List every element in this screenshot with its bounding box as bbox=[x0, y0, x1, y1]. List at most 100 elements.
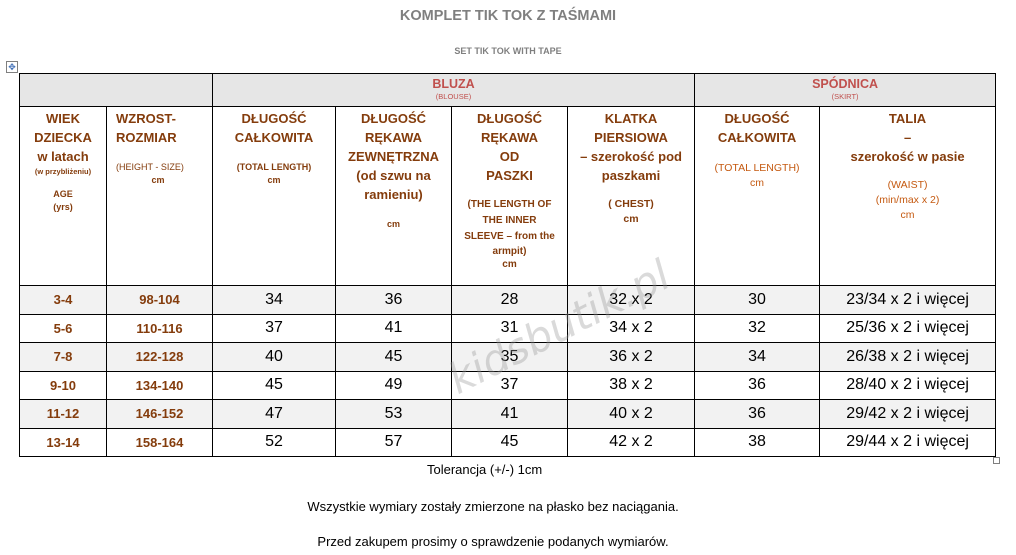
group-label: BLUZA bbox=[432, 77, 475, 91]
document-title: KOMPLET TIK TOK Z TAŚMAMI bbox=[399, 8, 617, 24]
header-text: CAŁKOWITA bbox=[234, 130, 314, 145]
table-cell: 11-12 bbox=[19, 399, 107, 429]
group-header-empty bbox=[19, 73, 213, 107]
tolerance-note: Tolerancja (+/-) 1cm bbox=[427, 462, 543, 477]
table-cell: 45 bbox=[451, 427, 568, 457]
table-cell: 38 x 2 bbox=[566, 370, 696, 400]
table-move-handle-icon[interactable]: ✥ bbox=[6, 61, 18, 73]
header-waist: TALIA – szerokość w pasie (WAIST) (min/m… bbox=[819, 106, 997, 286]
measurement-note: Wszystkie wymiary zostały zmierzone na p… bbox=[307, 499, 679, 514]
header-text: WIEK bbox=[46, 111, 80, 126]
header-text: ROZMIAR bbox=[116, 130, 177, 145]
table-row: 7-8 122-128 40 45 35 36 x 2 34 26/38 x 2 i więc… bbox=[19, 342, 997, 372]
table-cell: 35 bbox=[451, 342, 568, 372]
header-text: (od szwu na bbox=[356, 168, 431, 183]
table-row: 9-10 134-140 45 49 37 38 x 2 36 28/40 x 2 i wię… bbox=[19, 370, 997, 400]
table-cell: 134-140 bbox=[106, 370, 213, 400]
group-sublabel: (BLOUSE) bbox=[435, 92, 472, 101]
header-text: DŁUGOŚĆ bbox=[241, 111, 307, 126]
size-table: BLUZA (BLOUSE) SPÓDNICA (SKIRT) WIEK DZI… bbox=[19, 73, 997, 457]
table-cell: 41 bbox=[335, 313, 452, 343]
group-sublabel: (SKIRT) bbox=[831, 92, 859, 101]
header-text: CAŁKOWITA bbox=[717, 130, 797, 145]
header-text: – bbox=[903, 130, 912, 145]
table-cell: 49 bbox=[335, 370, 452, 400]
header-text: szerokość w pasie bbox=[850, 149, 965, 164]
table-cell: 34 bbox=[212, 285, 336, 315]
table-cell: 40 bbox=[212, 342, 336, 372]
table-row: 5-6 110-116 37 41 31 34 x 2 32 25/36 x 2 i więc… bbox=[19, 313, 997, 343]
table-cell: 98-104 bbox=[106, 285, 213, 315]
table-cell: 38 bbox=[694, 427, 821, 457]
header-text: (yrs) bbox=[53, 202, 73, 212]
table-cell: 45 bbox=[212, 370, 336, 400]
table-cell: 52 bbox=[212, 427, 336, 457]
table-row: 3-4 98-104 34 36 28 32 x 2 30 23/34 x 2 i więce… bbox=[19, 285, 997, 315]
table-cell: 37 bbox=[212, 313, 336, 343]
header-sleeve-outer: DŁUGOŚĆ RĘKAWA ZEWNĘTRZNA (od szwu na ra… bbox=[335, 106, 452, 286]
header-text: KLATKA bbox=[604, 111, 658, 126]
header-text: RĘKAWA bbox=[480, 130, 539, 145]
header-text: (w przybliżeniu) bbox=[34, 167, 92, 176]
table-cell: 5-6 bbox=[19, 313, 107, 343]
document-subtitle: SET TIK TOK WITH TAPE bbox=[454, 46, 562, 56]
table-cell: 36 bbox=[694, 370, 821, 400]
header-text: SLEEVE – from the bbox=[464, 231, 555, 242]
header-text: (min/max x 2) bbox=[875, 194, 940, 206]
table-cell: 146-152 bbox=[106, 399, 213, 429]
table-cell: 28/40 x 2 i więcej bbox=[819, 370, 997, 400]
header-text: TALIA bbox=[888, 111, 927, 126]
header-text: PASZKI bbox=[486, 168, 533, 183]
header-text: AGE bbox=[53, 189, 73, 199]
header-text: cm bbox=[151, 175, 165, 185]
table-cell: 42 x 2 bbox=[566, 427, 696, 457]
header-text: DŁUGOŚĆ bbox=[724, 111, 790, 126]
table-cell: 36 bbox=[694, 399, 821, 429]
header-text: (TOTAL LENGTH) bbox=[236, 162, 312, 172]
header-text: paszkami bbox=[601, 168, 661, 183]
header-total-length: DŁUGOŚĆ CAŁKOWITA (TOTAL LENGTH) cm bbox=[212, 106, 336, 286]
table-resize-handle-icon[interactable] bbox=[993, 457, 1000, 464]
header-chest: KLATKA PIERSIOWA – szerokość pod paszkam… bbox=[566, 106, 696, 286]
header-text: cm bbox=[900, 209, 915, 221]
table-cell: 28 bbox=[451, 285, 568, 315]
table-cell: 25/36 x 2 i więcej bbox=[819, 313, 997, 343]
table-cell: 3-4 bbox=[19, 285, 107, 315]
header-text: cm bbox=[750, 177, 765, 189]
header-text: w latach bbox=[37, 149, 89, 164]
header-text: armpit) bbox=[492, 246, 527, 257]
header-skirt-length: DŁUGOŚĆ CAŁKOWITA (TOTAL LENGTH) cm bbox=[694, 106, 821, 286]
header-text: DŁUGOŚĆ bbox=[361, 111, 426, 126]
header-text: cm bbox=[623, 213, 639, 225]
table-row: 13-14 158-164 52 57 45 42 x 2 38 29/44 x 2 i wi… bbox=[19, 427, 997, 457]
header-text: (TOTAL LENGTH) bbox=[714, 162, 800, 174]
table-cell: 41 bbox=[451, 399, 568, 429]
group-header-spodnica: SPÓDNICA (SKIRT) bbox=[694, 73, 997, 107]
header-text: OD bbox=[499, 149, 520, 164]
table-row: 11-12 146-152 47 53 41 40 x 2 36 29/42 x 2 i wi… bbox=[19, 399, 997, 429]
check-note: Przed zakupem prosimy o sprawdzenie poda… bbox=[317, 534, 669, 549]
header-text: ( CHEST) bbox=[608, 198, 654, 210]
table-cell: 37 bbox=[451, 370, 568, 400]
header-text: (THE LENGTH OF bbox=[467, 199, 552, 210]
table-cell: 13-14 bbox=[19, 427, 107, 457]
header-age: WIEK DZIECKA w latach (w przybliżeniu) A… bbox=[19, 106, 107, 286]
table-cell: 110-116 bbox=[106, 313, 213, 343]
table-cell: 30 bbox=[694, 285, 821, 315]
header-text: ZEWNĘTRZNA bbox=[348, 149, 439, 164]
table-cell: 122-128 bbox=[106, 342, 213, 372]
header-text: cm bbox=[502, 259, 517, 270]
group-header-bluza: BLUZA (BLOUSE) bbox=[211, 73, 696, 107]
table-cell: 29/42 x 2 i więcej bbox=[819, 399, 997, 429]
table-cell: 26/38 x 2 i więcej bbox=[819, 342, 997, 372]
table-cell: 29/44 x 2 i więcej bbox=[819, 427, 997, 457]
header-text: (WAIST) bbox=[887, 179, 928, 191]
table-cell: 32 x 2 bbox=[566, 285, 696, 315]
table-cell: 47 bbox=[212, 399, 336, 429]
table-cell: 45 bbox=[335, 342, 452, 372]
header-text: ramieniu) bbox=[364, 187, 423, 202]
header-text: (HEIGHT - SIZE) bbox=[116, 162, 184, 172]
table-cell: 23/34 x 2 i więcej bbox=[819, 285, 997, 315]
header-text: cm bbox=[267, 175, 281, 185]
header-text: – szerokość pod bbox=[580, 149, 682, 164]
